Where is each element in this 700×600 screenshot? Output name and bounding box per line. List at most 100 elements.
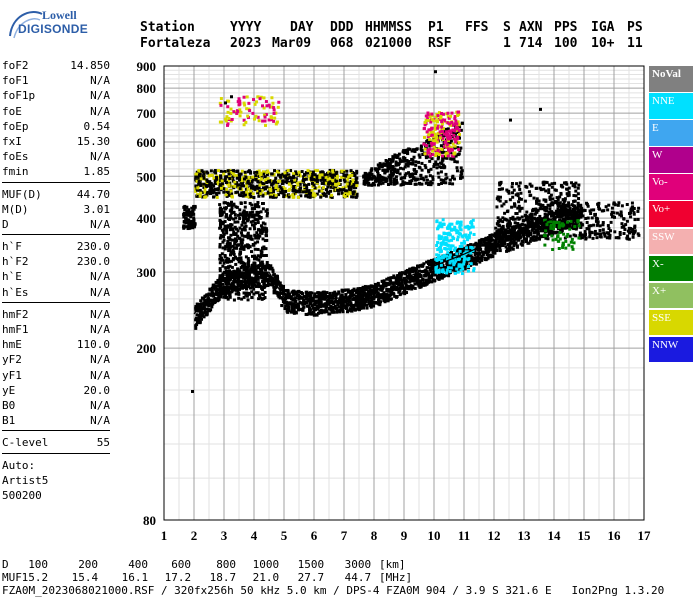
- echo-pixel: [238, 236, 242, 240]
- echo-pixel: [501, 237, 505, 241]
- echo-pixel: [485, 257, 489, 261]
- echo-pixel: [318, 175, 322, 179]
- echo-pixel: [242, 101, 246, 105]
- echo-pixel: [362, 306, 366, 310]
- echo-pixel: [198, 172, 202, 176]
- echo-pixel: [204, 301, 208, 305]
- echo-pixel: [337, 290, 341, 294]
- echo-pixel: [228, 228, 232, 232]
- echo-pixel: [352, 297, 356, 301]
- echo-pixel: [313, 186, 317, 190]
- echo-pixel: [365, 285, 369, 289]
- x-tick-label: 7: [341, 528, 348, 543]
- echo-pixel: [345, 182, 349, 186]
- echo-pixel: [406, 151, 410, 155]
- echo-pixel: [250, 180, 254, 184]
- echo-pixel: [218, 280, 222, 284]
- echo-pixel: [265, 170, 269, 174]
- echo-pixel: [251, 283, 255, 287]
- echo-pixel: [412, 266, 416, 270]
- echo-pixel: [414, 172, 418, 176]
- echo-pixel: [372, 293, 376, 297]
- echo-pixel: [494, 243, 498, 247]
- echo-pixel: [187, 226, 191, 230]
- echo-pixel: [517, 238, 521, 242]
- echo-pixel: [414, 272, 418, 276]
- auto-text: Artist5: [2, 473, 49, 487]
- echo-pixel: [324, 188, 328, 192]
- echo-pixel: [341, 310, 345, 314]
- echo-pixel: [510, 231, 514, 235]
- echo-pixel: [228, 295, 232, 299]
- echo-pixel: [247, 195, 251, 199]
- echo-pixel: [314, 295, 318, 299]
- echo-pixel: [418, 281, 422, 285]
- echo-pixel: [329, 304, 333, 308]
- echo-pixel: [321, 304, 325, 308]
- echo-pixel: [320, 189, 324, 193]
- echo-pixel: [357, 301, 361, 305]
- echo-pixel: [244, 234, 248, 238]
- echo-pixel: [259, 255, 263, 259]
- echo-pixel: [393, 276, 397, 280]
- echo-pixel: [385, 277, 389, 281]
- echo-pixel: [340, 191, 344, 195]
- echo-pixel: [389, 182, 393, 186]
- echo-pixel: [265, 284, 269, 288]
- echo-pixel: [290, 309, 294, 313]
- echo-pixel: [541, 207, 545, 211]
- echo-pixel: [232, 230, 236, 234]
- echo-pixel: [220, 179, 224, 183]
- echo-pixel: [348, 174, 352, 178]
- echo-pixel: [368, 304, 372, 308]
- echo-pixel: [305, 186, 309, 190]
- echo-pixel: [227, 236, 231, 240]
- echo-pixel: [322, 193, 326, 197]
- y-tick-label: 80: [143, 513, 156, 528]
- echo-pixel: [223, 220, 227, 224]
- echo-pixel: [263, 119, 267, 123]
- echo-pixel: [452, 265, 456, 269]
- echo-pixel: [361, 285, 365, 289]
- echo-pixel: [287, 182, 291, 186]
- echo-pixel: [215, 284, 219, 288]
- echo-pixel: [294, 170, 298, 174]
- echo-pixel: [244, 280, 248, 284]
- echo-pixel: [548, 204, 552, 208]
- echo-pixel: [257, 119, 261, 123]
- echo-pixel: [407, 171, 411, 175]
- param-row-yf2: yF2 N/A: [2, 352, 110, 367]
- echo-pixel: [257, 258, 261, 262]
- echo-pixel: [228, 216, 232, 220]
- echo-pixel: [195, 303, 199, 307]
- echo-pixel: [354, 177, 358, 181]
- echo-pixel: [352, 305, 356, 309]
- echo-pixel: [198, 188, 202, 192]
- echo-pixel: [442, 178, 446, 182]
- echo-pixel: [539, 225, 543, 229]
- echo-pixel: [277, 179, 281, 183]
- echo-pixel: [452, 152, 456, 156]
- echo-pixel: [235, 280, 239, 284]
- echo-pixel: [566, 214, 570, 218]
- echo-pixel: [447, 149, 451, 153]
- echo-pixel: [250, 296, 254, 300]
- echo-pixel: [442, 112, 446, 116]
- echo-pixel: [437, 111, 441, 115]
- echo-pixel: [415, 281, 419, 285]
- echo-pixel: [373, 291, 377, 295]
- echo-pixel: [511, 225, 515, 229]
- echo-pixel: [233, 184, 237, 188]
- echo-pixel: [306, 169, 310, 173]
- echo-pixel: [285, 300, 289, 304]
- echo-pixel: [231, 282, 235, 286]
- echo-pixel: [231, 238, 235, 242]
- echo-pixel: [283, 171, 287, 175]
- echo-pixel: [375, 287, 379, 291]
- echo-pixel: [459, 170, 463, 174]
- echo-pixel: [188, 223, 192, 227]
- echo-pixel: [205, 170, 209, 174]
- echo-pixel: [217, 284, 221, 288]
- echo-pixel: [246, 243, 250, 247]
- echo-pixel: [243, 221, 247, 225]
